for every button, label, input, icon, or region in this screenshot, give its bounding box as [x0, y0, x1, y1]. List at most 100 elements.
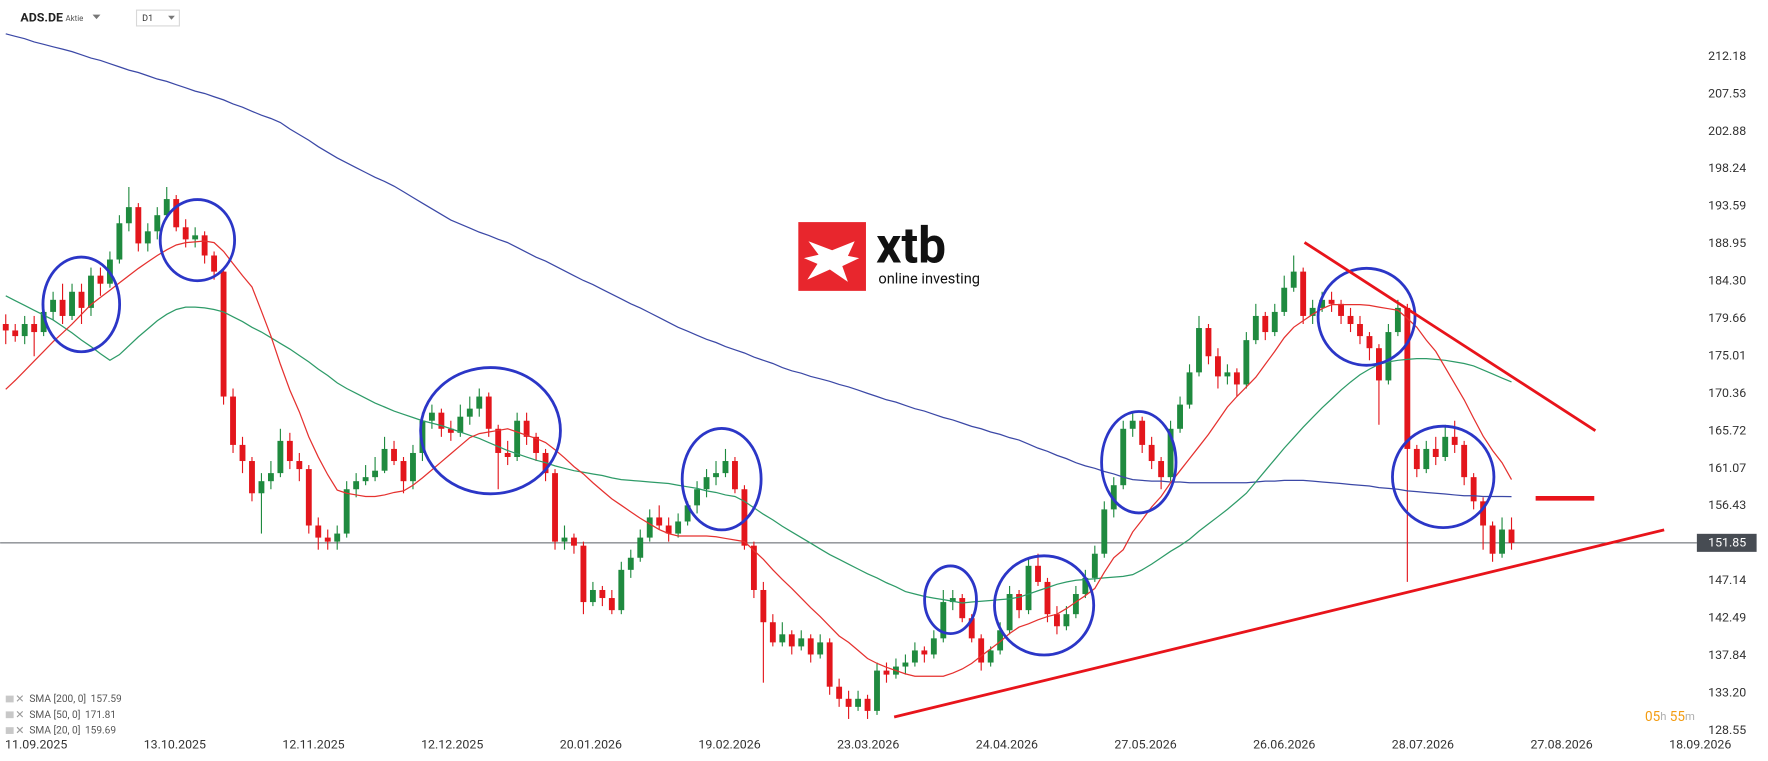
y-tick-label: 170.36	[1708, 386, 1746, 401]
legend-close[interactable]	[16, 726, 24, 734]
candle-body	[703, 477, 710, 490]
candle-body	[1442, 436, 1449, 457]
candle-body	[817, 642, 824, 655]
candle-body	[1101, 509, 1108, 554]
candle-body	[201, 235, 208, 256]
candle-body	[902, 662, 909, 667]
candle-body	[21, 324, 28, 337]
candle-body	[59, 299, 66, 316]
candle-body	[722, 461, 729, 474]
interval-select[interactable]	[135, 9, 180, 27]
candle-body	[400, 461, 407, 482]
candle-body	[1035, 565, 1041, 582]
interval-dropdown[interactable]	[168, 15, 175, 20]
candle-body	[987, 650, 994, 663]
candle-body	[466, 408, 473, 417]
candle-body	[239, 444, 246, 462]
y-tick-label: 147.14	[1708, 573, 1746, 588]
legend-value: 157.59	[91, 694, 122, 705]
candle-body	[940, 602, 947, 639]
y-tick-label: 212.18	[1708, 49, 1746, 64]
ellipse	[41, 255, 122, 354]
legend-name: SMA [20, 0]	[29, 724, 80, 736]
instrument-type: Aktie	[66, 14, 84, 23]
x-tick-label: 23.03.2026	[837, 737, 899, 752]
candle-body	[589, 589, 596, 603]
last-price-badge	[1696, 533, 1757, 552]
symbol-dropdown[interactable]	[92, 14, 101, 20]
x-tick-label: 18.09.2026	[1669, 737, 1731, 752]
candle-body	[1167, 428, 1174, 478]
y-tick-label: 156.43	[1708, 498, 1746, 513]
candle-body	[343, 489, 350, 534]
candle-body	[618, 569, 625, 611]
candle-body	[921, 650, 928, 655]
y-tick-label: 184.30	[1708, 274, 1746, 289]
candle-body	[968, 618, 975, 639]
y-tick-label: 202.88	[1708, 124, 1746, 139]
legend-value: 159.69	[85, 725, 116, 736]
candle-body	[1063, 614, 1070, 627]
candle-body	[324, 537, 331, 542]
candle-body	[1262, 315, 1269, 333]
candle-body	[286, 440, 293, 462]
candle-body	[656, 517, 663, 526]
candle-body	[296, 461, 303, 470]
candle-body	[1290, 271, 1297, 288]
candle-body	[1338, 303, 1344, 316]
legend-close[interactable]	[16, 710, 24, 718]
candle-body	[1508, 529, 1515, 543]
candle-body	[135, 207, 142, 244]
candle-body	[760, 589, 767, 623]
candle-body	[1252, 315, 1259, 341]
candle-body	[741, 489, 748, 546]
y-tick-label: 128.55	[1708, 723, 1746, 738]
candle-body	[599, 589, 606, 599]
candle-body	[78, 291, 85, 308]
candle-body	[1091, 553, 1098, 578]
candle-body	[315, 525, 322, 538]
candle-body	[883, 670, 890, 675]
legend-close[interactable]	[16, 695, 24, 702]
candle-body	[627, 557, 634, 570]
annotations	[41, 198, 1665, 719]
candle-body	[864, 698, 871, 711]
candle-body	[1054, 614, 1060, 627]
candle-body	[637, 537, 644, 558]
candle-body	[428, 412, 435, 421]
x-tick-label: 19.02.2026	[698, 737, 760, 752]
candle-body	[381, 448, 388, 471]
candle-body	[1461, 444, 1468, 478]
countdown-hours: 05	[1645, 709, 1661, 725]
candle-body	[1072, 594, 1079, 615]
candle-body	[372, 470, 379, 478]
sma-line	[5, 33, 1512, 498]
candle-body	[1196, 328, 1202, 373]
ellipse	[1316, 266, 1417, 367]
last-price-label: 151.85	[1708, 536, 1746, 551]
y-tick-label: 188.95	[1708, 236, 1746, 251]
candle-body	[807, 638, 814, 655]
legend-entry: SMA [200, 0] 157.59	[29, 693, 122, 705]
candle-body	[50, 299, 57, 312]
countdown: 05h 55m	[1645, 709, 1695, 725]
candle-body	[1006, 594, 1013, 631]
candle-body	[1205, 328, 1212, 357]
interval: D1	[142, 14, 153, 24]
candle-body	[182, 227, 189, 240]
candle-body	[845, 698, 852, 707]
ellipse	[419, 366, 562, 496]
candle-body	[732, 461, 738, 490]
candle-body	[646, 517, 653, 538]
candle-body	[1328, 299, 1335, 304]
candle-body	[277, 440, 284, 474]
candle-body	[447, 428, 454, 433]
candle-body	[930, 638, 937, 655]
ellipse	[993, 554, 1096, 657]
candle-body	[154, 215, 161, 232]
candle-body	[684, 505, 691, 522]
y-tick-label: 193.59	[1708, 199, 1746, 214]
candle-body	[1148, 444, 1155, 462]
candle-body	[523, 420, 530, 437]
candle-body	[1016, 594, 1022, 611]
